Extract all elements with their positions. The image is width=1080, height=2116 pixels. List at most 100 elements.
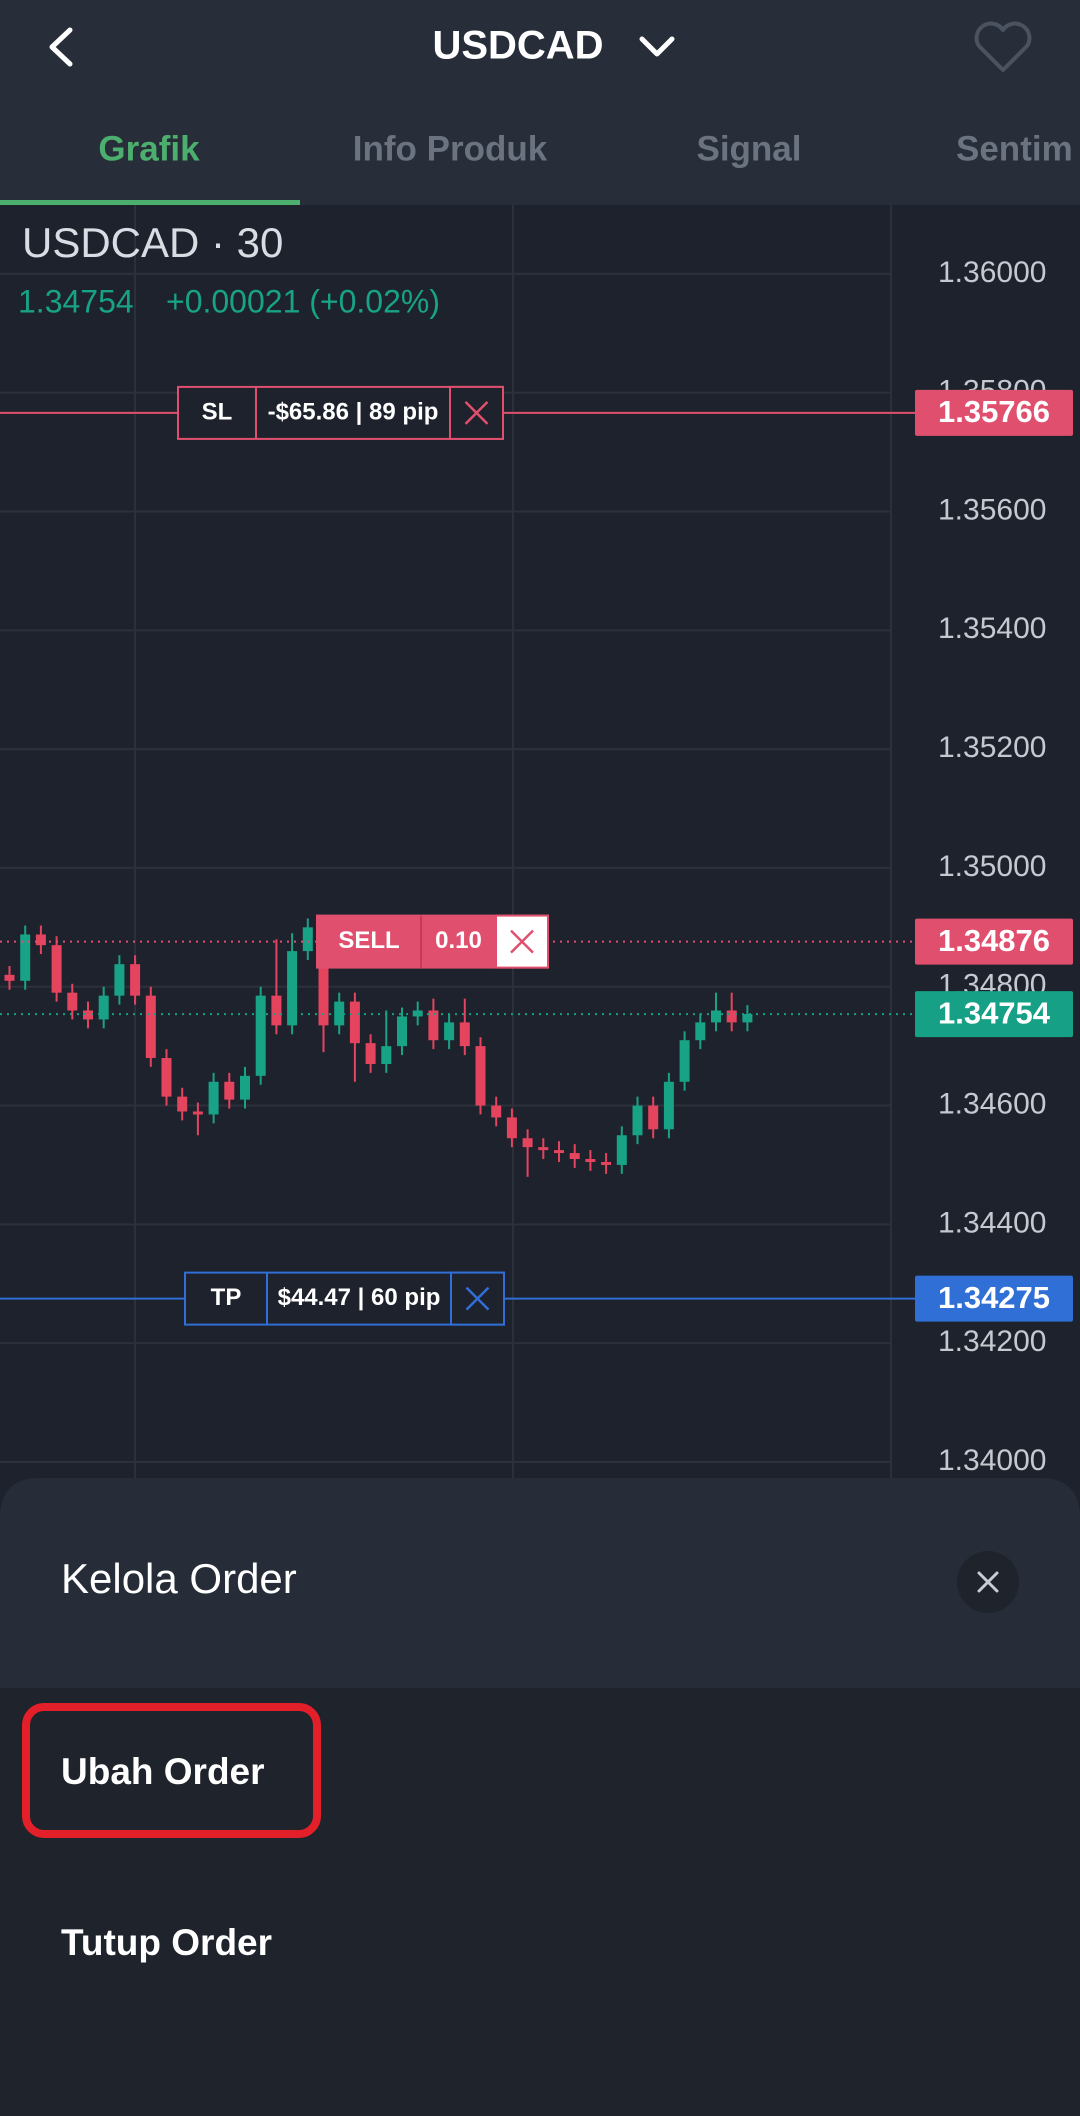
sheet-body: [0, 1688, 1080, 2116]
candle-body: [83, 1010, 93, 1020]
page-title: USDCAD: [432, 24, 603, 68]
y-tick-label: 1.36000: [938, 256, 1046, 289]
candle-body: [4, 974, 15, 981]
y-tick-label: 1.34000: [938, 1444, 1046, 1477]
candle-body: [444, 1022, 455, 1041]
price-label: 1.34754: [938, 995, 1051, 1030]
candle-body: [679, 1040, 690, 1082]
order-tag-text: $44.47 | 60 pip: [278, 1284, 441, 1311]
y-tick-label: 1.35200: [938, 731, 1046, 764]
candle-body: [663, 1081, 674, 1130]
y-tick-label: 1.35600: [938, 493, 1046, 526]
candle-body: [240, 1075, 250, 1100]
price-label-box: [915, 389, 1073, 436]
order-tag-label: TP: [211, 1284, 242, 1311]
menu-option[interactable]: Ubah Order: [61, 1751, 265, 1792]
back-button[interactable]: [49, 27, 73, 67]
candle-body: [271, 995, 282, 1026]
tab[interactable]: Signal: [696, 129, 801, 168]
candle-body: [491, 1105, 502, 1118]
candle-body: [726, 1010, 737, 1023]
candle-body: [349, 1001, 360, 1044]
candle-body: [98, 995, 109, 1020]
candle-body: [585, 1159, 596, 1162]
candle-body: [506, 1117, 517, 1139]
candle-body: [255, 995, 266, 1076]
candle-body: [711, 1010, 721, 1023]
y-tick-label: 1.34200: [938, 1325, 1046, 1358]
quote-change: +0.00021 (+0.02%): [166, 283, 440, 319]
favorite-button[interactable]: [974, 21, 1032, 72]
symbol-dropdown[interactable]: [639, 36, 675, 57]
candle-body: [397, 1016, 407, 1047]
candle-body: [475, 1046, 486, 1106]
grid: 1.360001.358001.356001.354001.352001.350…: [0, 256, 1046, 1477]
order-tag-text: 0.10: [435, 927, 482, 954]
candle-body: [145, 995, 156, 1059]
highlight-box: [22, 1703, 321, 1838]
tab[interactable]: Grafik: [98, 129, 200, 168]
menu-option[interactable]: Tutup Order: [61, 1922, 272, 1963]
candle-body: [648, 1105, 659, 1130]
candle-body: [616, 1135, 627, 1165]
order-tag-label: SELL: [338, 927, 399, 954]
price-label: 1.35766: [938, 394, 1050, 429]
candle-body: [412, 1010, 423, 1017]
y-tick-label: 1.35400: [938, 612, 1046, 645]
price-lines: SL -$65.86 | 89 pip 1.35766 SELL 0.10 1.34876…: [0, 385, 1073, 1326]
quote-price: 1.34754: [18, 283, 134, 319]
candle-body: [554, 1150, 564, 1154]
candle-body: [459, 1022, 470, 1047]
candle-body: [334, 1001, 345, 1026]
candle-body: [318, 927, 329, 1026]
candle-body: [192, 1111, 203, 1115]
tab[interactable]: Sentim: [956, 129, 1073, 168]
candle-body: [114, 964, 125, 996]
close-icon: [510, 929, 534, 954]
order-tag-text: -$65.86 | 89 pip: [268, 398, 439, 425]
sheet-title: Kelola Order: [61, 1555, 297, 1602]
tab[interactable]: Info Produk: [353, 129, 548, 168]
close-icon: [464, 401, 489, 425]
order-tag-label: SL: [202, 398, 233, 425]
candle-body: [161, 1058, 172, 1097]
y-tick-label: 1.34600: [938, 1087, 1046, 1120]
y-tick-label: 1.35000: [938, 850, 1046, 883]
price-label: 1.34275: [938, 1280, 1050, 1315]
candle-body: [742, 1014, 753, 1023]
candle-body: [381, 1046, 392, 1064]
candle-body: [208, 1081, 219, 1115]
candle-body: [35, 934, 46, 946]
candle-body: [365, 1043, 376, 1064]
top-bar: [0, 0, 1080, 205]
price-label-box: [915, 991, 1073, 1038]
close-icon: [977, 1571, 999, 1593]
y-tick-label: 1.34400: [938, 1206, 1046, 1239]
tab-bar: Grafik Info Produk Signal Sentim: [98, 129, 1072, 168]
candle-body: [51, 945, 62, 993]
candle-body: [177, 1096, 188, 1112]
candle-body: [569, 1153, 580, 1160]
tag-close-button[interactable]: [450, 1271, 505, 1326]
candle-body: [20, 934, 31, 981]
candle-body: [224, 1081, 235, 1100]
candle-body: [287, 951, 298, 1026]
candle-body: [538, 1147, 549, 1151]
order-tag: [177, 385, 504, 440]
candle-body: [302, 927, 313, 952]
candle-body: [130, 964, 141, 996]
candle-body: [67, 992, 78, 1011]
candle-body: [632, 1105, 643, 1136]
candle-body: [522, 1138, 533, 1148]
price-label-box: [915, 918, 1073, 965]
close-icon: [465, 1286, 490, 1311]
chart-title: USDCAD · 30: [22, 219, 283, 266]
price-label: 1.34876: [938, 923, 1050, 958]
active-tab-indicator: [0, 200, 300, 205]
candle-body: [695, 1022, 706, 1041]
candle-body: [601, 1161, 612, 1165]
candle-body: [428, 1010, 439, 1041]
